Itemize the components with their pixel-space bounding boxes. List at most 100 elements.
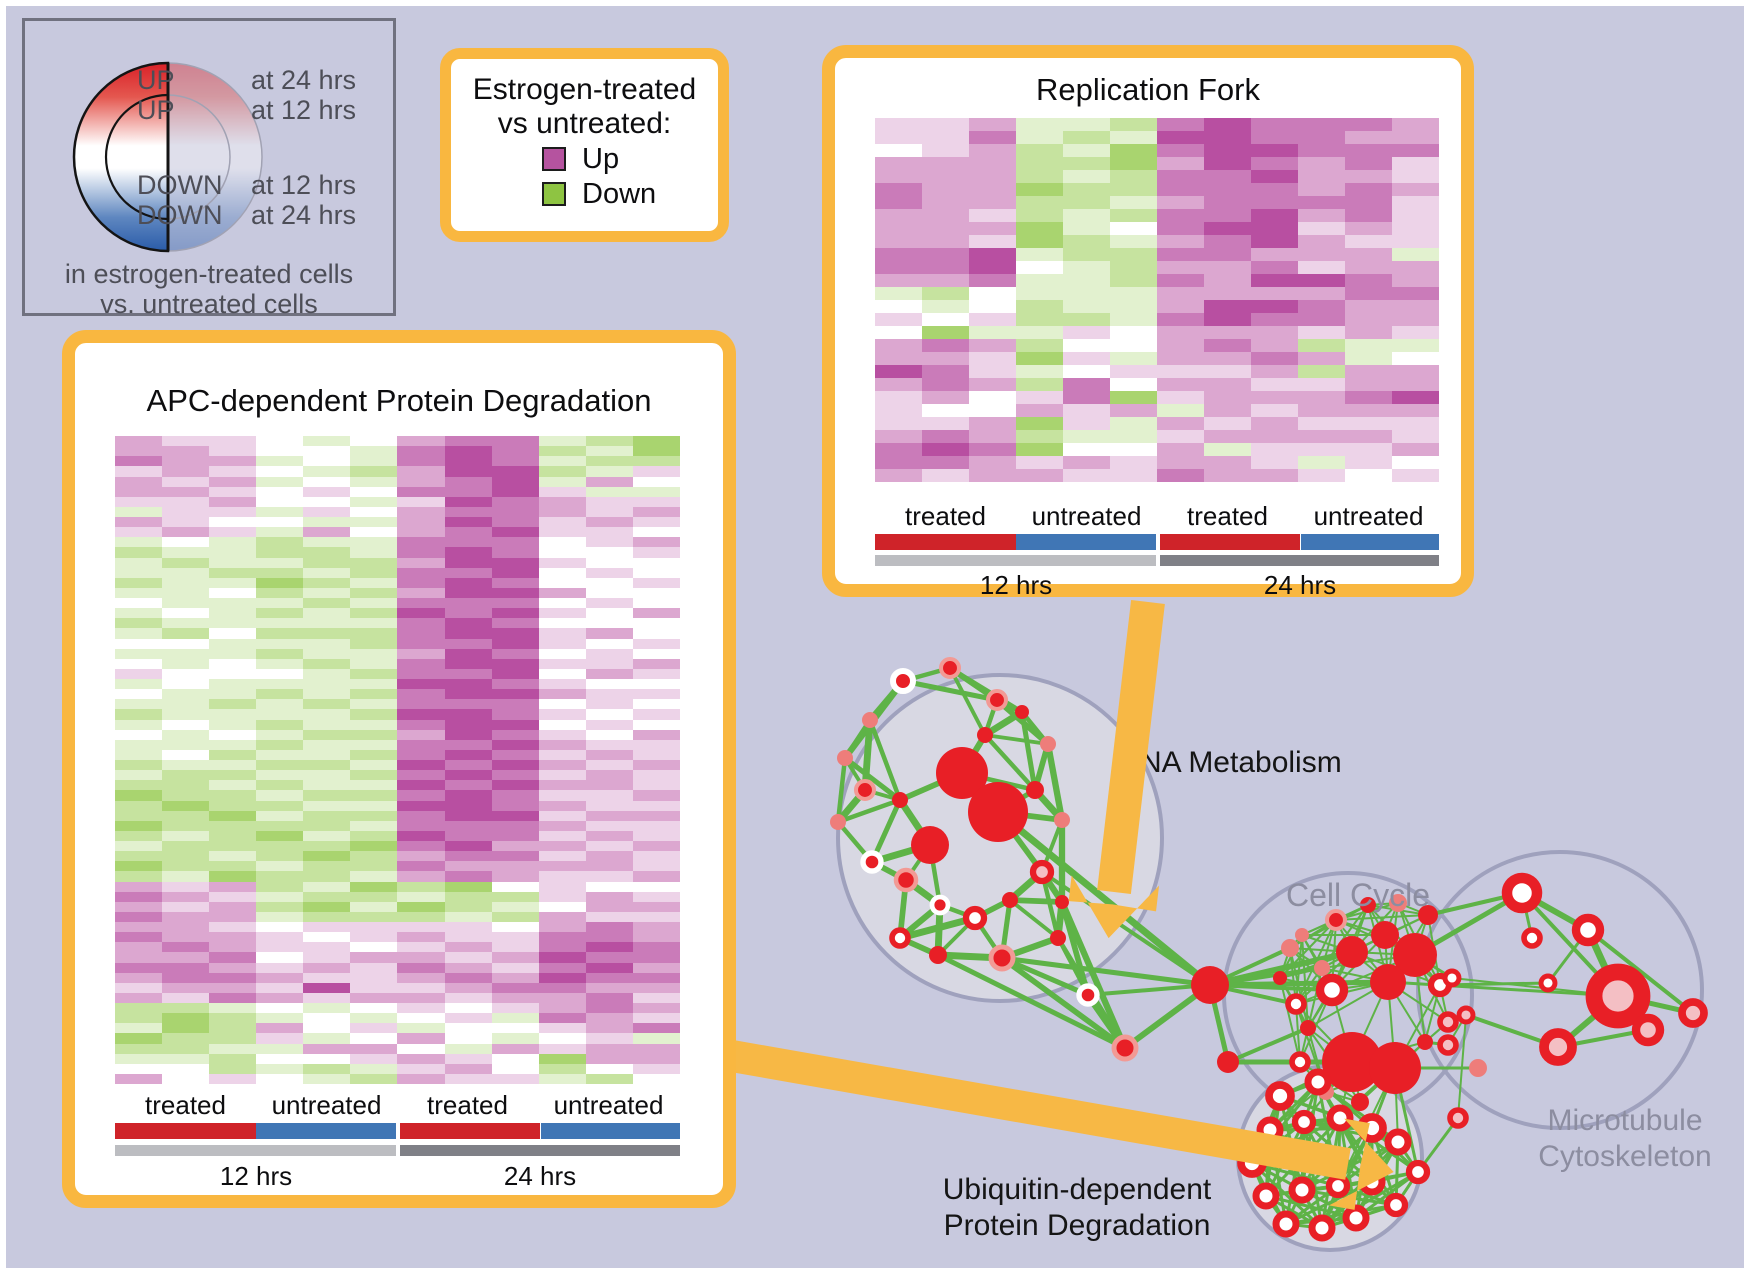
heatmap-cell [875,313,922,326]
heatmap-cell [1251,235,1298,248]
heatmap-cell [350,446,398,457]
heatmap-cell [350,537,398,548]
heatmap-cell [350,1023,398,1034]
heatmap-cell [1063,469,1110,482]
heatmap-cell [444,618,492,629]
heatmap-cell [585,851,633,862]
heatmap-cell [1392,313,1439,326]
heatmap-cell [444,749,492,760]
heatmap-cell [209,881,257,892]
heatmap-cell [444,952,492,963]
heatmap-cell [1016,391,1063,404]
heatmap-cell [209,689,257,700]
heatmap-cell [538,648,586,659]
heatmap-cell [1251,157,1298,170]
heatmap-cell [303,446,351,457]
heatmap-cell [1157,313,1204,326]
heatmap-cell [1392,131,1439,144]
heatmap-cell [350,992,398,1003]
heatmap-cell [585,719,633,730]
heatmap-cell [491,567,539,578]
heatmap-cell [538,1013,586,1024]
apc-untreated-bar-12 [256,1123,396,1139]
heatmap-cell [922,443,969,456]
heatmap-cell [585,1003,633,1014]
heatmap-cell [1298,118,1345,131]
heatmap-cell [444,1013,492,1024]
heatmap-cell [538,871,586,882]
heatmap-cell [115,1033,163,1044]
heatmap-cell [444,942,492,953]
heatmap-cell [1251,300,1298,313]
heatmap-cell [1157,183,1204,196]
heatmap-cell [632,517,680,528]
heatmap-cell [585,466,633,477]
heatmap-cell [538,1023,586,1034]
heatmap-cell [444,760,492,771]
heatmap-cell [538,618,586,629]
heatmap-cell [538,598,586,609]
heatmap-cell [491,577,539,588]
heatmap-cell [538,1053,586,1064]
heatmap-cell [209,608,257,619]
heatmap-cell [162,527,210,538]
heatmap-cell [1251,404,1298,417]
heatmap-cell [397,537,445,548]
heatmap-cell [303,679,351,690]
heatmap-cell [538,496,586,507]
heatmap-cell [1110,469,1157,482]
heatmap-cell [444,628,492,639]
heatmap-cell [1251,391,1298,404]
heatmap-cell [875,326,922,339]
heatmap-cell [209,1073,257,1084]
heatmap-cell [256,749,304,760]
heatmap-cell [162,1043,210,1054]
heatmap-cell [350,668,398,679]
gradient-legend-box: UP at 24 hrs UP at 12 hrs DOWN at 12 hrs… [22,18,396,319]
heatmap-cell [1063,235,1110,248]
heatmap-cell [115,992,163,1003]
apc-title: APC-dependent Protein Degradation [146,383,652,418]
heatmap-cell [585,982,633,993]
heatmap-cell [491,891,539,902]
heatmap-cell [969,391,1016,404]
estrogen-legend-title-line1: Estrogen-treated [472,73,697,106]
heatmap-cell [585,962,633,973]
heatmap-cell [1345,287,1392,300]
heatmap-cell [1392,196,1439,209]
heatmap-cell [1016,326,1063,339]
heatmap-cell [350,598,398,609]
heatmap-cell [1392,183,1439,196]
heatmap-cell [397,476,445,487]
heatmap-cell [1345,222,1392,235]
heatmap-cell [585,1073,633,1084]
heatmap-cell [162,618,210,629]
heatmap-cell [922,183,969,196]
heatmap-cell [256,911,304,922]
heatmap-cell [1016,261,1063,274]
heatmap-cell [1298,196,1345,209]
heatmap-cell [115,587,163,598]
heatmap-cell [491,800,539,811]
heatmap-cell [632,851,680,862]
heatmap-cell [491,1013,539,1024]
heatmap-cell [585,436,633,447]
heatmap-cell [538,1003,586,1014]
heatmap-cell [303,598,351,609]
heatmap-cell [115,729,163,740]
heatmap-cell [1392,339,1439,352]
heatmap-cell [491,1003,539,1014]
heatmap-cell [1345,118,1392,131]
heatmap-cell [875,378,922,391]
heatmap-cell [585,658,633,669]
heatmap-cell [1204,378,1251,391]
heatmap-cell [303,982,351,993]
heatmap-cell [397,841,445,852]
heatmap-cell [1392,378,1439,391]
heatmap-cell [1016,196,1063,209]
heatmap-cell [209,962,257,973]
heatmap-cell [209,891,257,902]
heatmap-cell [632,608,680,619]
heatmap-cell [538,942,586,953]
heatmap-cell [491,618,539,629]
